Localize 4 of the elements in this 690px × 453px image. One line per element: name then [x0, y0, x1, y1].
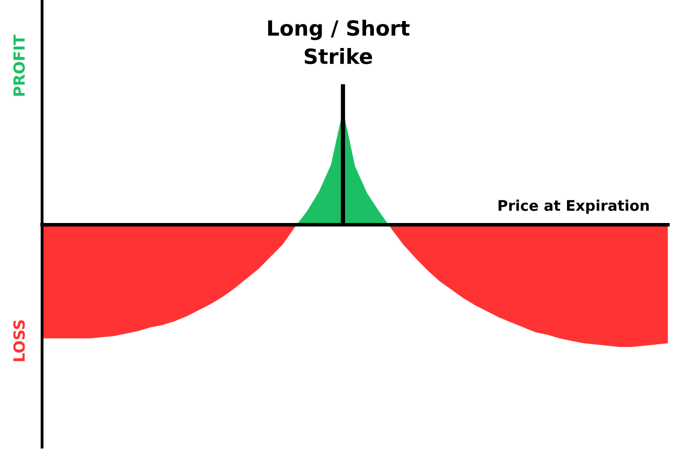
text: PROFIT — [13, 34, 25, 96]
x-axis-title: Price at Expiration — [498, 200, 649, 214]
text: Long / Short Strike — [268, 20, 410, 64]
text: LOSS — [13, 320, 25, 362]
